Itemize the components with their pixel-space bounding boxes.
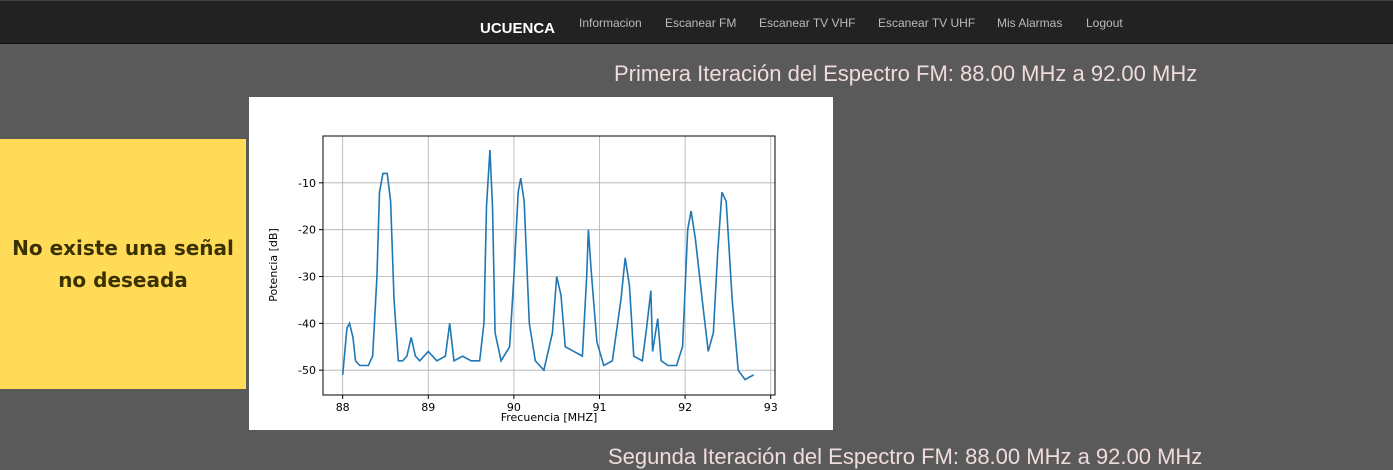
nav-link[interactable]: Mis Alarmas — [997, 16, 1063, 30]
y-tick-label: -40 — [298, 317, 316, 330]
x-tick-label: 92 — [678, 401, 692, 414]
nav-link[interactable]: Informacion — [579, 16, 642, 30]
y-tick-label: -20 — [298, 224, 316, 237]
heading: Primera Iteración del Espectro FM: 88.00… — [614, 61, 1198, 86]
y-tick-label: -10 — [298, 177, 316, 190]
y-tick-label: -50 — [298, 364, 316, 377]
x-tick-label: 91 — [593, 401, 607, 414]
brand[interactable]: UCUENCA — [480, 20, 555, 37]
x-tick-label: 90 — [507, 401, 521, 414]
navbar: UCUENCA Informacion Escanear FM Escanear… — [0, 0, 1393, 44]
x-tick-label: 93 — [764, 401, 778, 414]
spectrum-line — [341, 150, 754, 381]
x-tick-label: 88 — [336, 401, 350, 414]
nav-link[interactable]: Logout — [1086, 16, 1123, 30]
x-axis-label: Frecuencia [MHZ] — [501, 411, 598, 424]
nav-link[interactable]: Escanear TV VHF — [759, 16, 856, 30]
heading: Segunda Iteración del Espectro FM: 88.00… — [608, 444, 1203, 469]
alert-text: no deseada — [58, 268, 188, 292]
plot-frame — [322, 135, 776, 396]
nav-link[interactable]: Escanear TV UHF — [878, 16, 976, 30]
x-tick-label: 89 — [421, 401, 435, 414]
chart: Frecuencia [MHZ] Potencia [dB] 88 89 90 91 9… — [249, 97, 833, 430]
y-axis-label: Potencia [dB] — [267, 228, 280, 301]
alert-text: No existe una señal — [12, 236, 234, 260]
alert: No existe una señal no deseada — [0, 139, 246, 389]
y-tick-label: -30 — [298, 271, 316, 284]
nav-link[interactable]: Escanear FM — [665, 16, 737, 30]
